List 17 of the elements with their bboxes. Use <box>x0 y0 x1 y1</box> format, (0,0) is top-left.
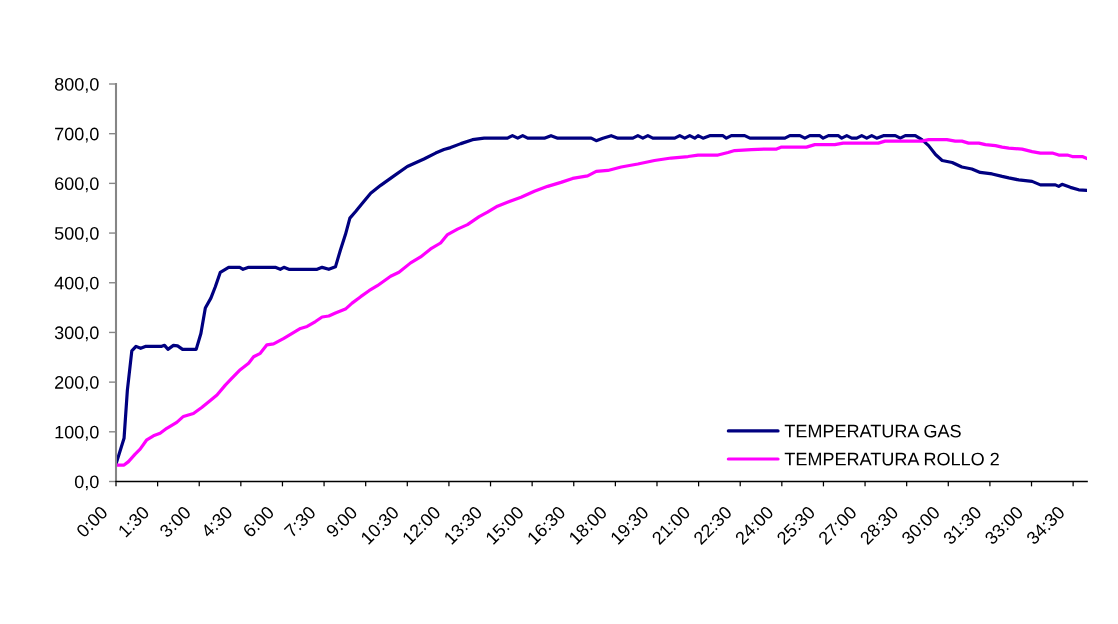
y-tick-label: 200,0 <box>55 376 99 391</box>
x-tick-label: 9:00 <box>325 505 359 539</box>
legend-label: TEMPERATURA ROLLO 2 <box>784 452 999 466</box>
y-tick-label: 400,0 <box>54 276 99 292</box>
x-tick-label: 0:00 <box>75 505 109 539</box>
y-tick-label: 0,0 <box>74 475 99 491</box>
y-tick-label: 100,0 <box>55 425 99 441</box>
y-tick-label: 500,0 <box>54 227 99 242</box>
y-tick-label: 700,0 <box>55 127 99 143</box>
legend-label: TEMPERATURA GAS <box>784 424 961 438</box>
y-tick-label: 600,0 <box>55 177 99 193</box>
x-tick-label: 6:00 <box>242 505 275 538</box>
y-tick-label: 300,0 <box>54 326 99 342</box>
x-tick-label: 3:00 <box>158 505 192 539</box>
x-tick-label: 4:30 <box>200 505 234 539</box>
y-tick-label: 800,0 <box>54 77 99 93</box>
x-tick-label: 7:30 <box>283 505 317 538</box>
